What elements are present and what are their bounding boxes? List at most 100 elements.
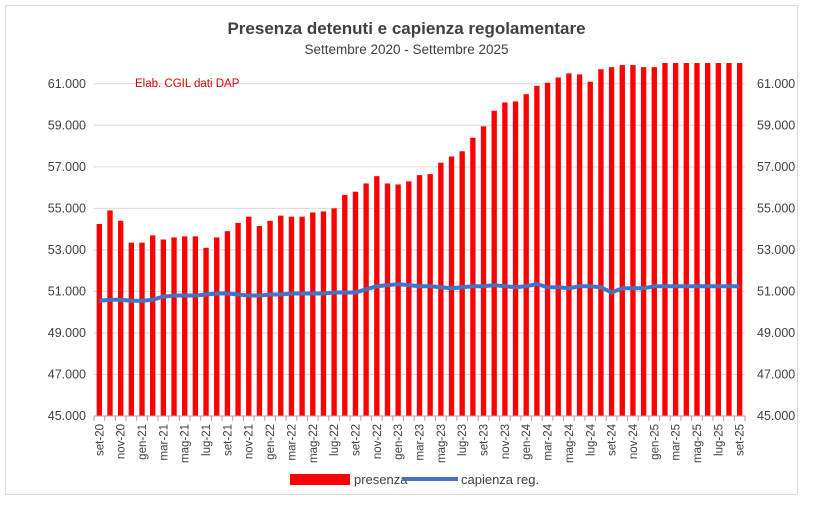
y-ticks-right: 45.000 47.000 49.000 51.000 53.000 55.000 57.0…: [757, 77, 795, 423]
bar-presenza: [576, 74, 583, 416]
bar-presenza: [534, 85, 540, 416]
bar-presenza: [214, 237, 220, 416]
bar-presenza: [395, 184, 401, 416]
bar-presenza: [310, 212, 316, 416]
x-tick-label: lug-23: [457, 424, 469, 456]
bar-presenza: [512, 101, 519, 416]
x-tick-label: mar-23: [415, 424, 427, 460]
bar-presenza: [224, 231, 231, 416]
bar-presenza: [363, 183, 369, 416]
x-tick-label: gen-24: [521, 423, 533, 459]
bar-presenza: [256, 226, 263, 416]
bar-presenza: [640, 67, 647, 416]
y-tick-label-left: 59.000: [48, 118, 86, 132]
bar-presenza: [118, 220, 124, 416]
bar-presenza: [320, 211, 327, 416]
bar-presenza: [459, 151, 465, 416]
bar-presenza: [715, 63, 721, 416]
x-tick-label: set-24: [607, 423, 619, 456]
y-tick-label-right: 51.000: [757, 284, 795, 298]
y-tick-label-left: 45.000: [48, 409, 86, 423]
line-capienza: [99, 282, 740, 303]
bar-presenza: [107, 210, 113, 416]
x-tick-label: lug-24: [585, 423, 597, 456]
bar-presenza: [587, 81, 593, 416]
x-tick-label: gen-23: [393, 424, 405, 460]
bar-presenza: [235, 222, 241, 416]
bar-presenza: [139, 242, 145, 416]
x-tick-label: set-22: [350, 424, 362, 456]
axes: [93, 415, 746, 421]
bar-presenza: [598, 69, 604, 417]
bar-presenza: [736, 63, 743, 416]
x-tick-label: mar-21: [158, 424, 170, 460]
x-tick-label: mag-23: [436, 424, 448, 463]
x-tick-label: gen-25: [649, 424, 661, 460]
x-tick-label: lug-21: [201, 424, 213, 456]
y-ticks-left: 45.000 47.000 49.000 51.000 53.000 55.000 57.0…: [48, 77, 86, 423]
x-tick-label: mag-21: [180, 424, 192, 463]
x-tick-label: mar-25: [671, 424, 683, 460]
y-tick-label-right: 55.000: [757, 201, 795, 215]
bar-presenza: [544, 82, 551, 416]
x-tick-label: lug-22: [329, 424, 341, 456]
y-tick-label-left: 51.000: [48, 284, 86, 298]
x-tick-label: nov-21: [244, 424, 256, 459]
bar-presenza: [438, 162, 444, 416]
y-tick-label-left: 49.000: [48, 326, 86, 340]
bar-presenza: [726, 63, 732, 416]
bar-presenza: [502, 102, 508, 416]
y-tick-label-right: 45.000: [757, 409, 795, 423]
x-tick-label: gen-21: [137, 424, 149, 460]
bar-presenza: [470, 137, 476, 417]
bar-presenza: [480, 126, 487, 417]
bar-presenza: [299, 216, 305, 416]
bar-presenza: [128, 242, 135, 416]
bar-presenza: [523, 94, 529, 416]
x-tick-label: set-23: [479, 424, 491, 456]
x-tick-label: mar-24: [543, 423, 555, 460]
chart-subtitle: Settembre 2020 - Settembre 2025: [304, 42, 509, 57]
bar-presenza: [374, 176, 380, 416]
x-tick-label: mar-22: [286, 424, 298, 460]
legend-label-presenza: presenza: [354, 472, 408, 487]
bar-presenza: [406, 181, 412, 416]
bar-presenza: [160, 239, 167, 416]
x-tick-label: lug-25: [713, 424, 725, 456]
bar-presenza: [267, 220, 273, 416]
bar-presenza: [416, 175, 423, 416]
x-tick-label: mag-24: [564, 423, 576, 463]
bar-presenza: [683, 63, 689, 416]
x-tick-label: nov-22: [372, 424, 384, 459]
bar-presenza: [555, 77, 561, 417]
y-tick-label-left: 47.000: [48, 367, 86, 381]
bar-presenza: [619, 65, 625, 416]
y-tick-label-left: 53.000: [48, 243, 86, 257]
bar-presenza: [288, 216, 295, 416]
y-tick-label-right: 49.000: [757, 326, 795, 340]
bar-presenza: [566, 73, 572, 416]
bar-presenza: [672, 63, 679, 416]
y-tick-label-right: 53.000: [757, 243, 795, 257]
x-tick-label: nov-20: [116, 424, 128, 459]
x-tick-label: nov-23: [500, 424, 512, 459]
legend-label-capienza: capienza reg.: [461, 472, 539, 487]
x-tick-label: mag-25: [692, 424, 704, 463]
bar-presenza: [342, 194, 348, 416]
legend-swatch-presenza: [290, 474, 350, 485]
y-tick-label-right: 61.000: [757, 77, 795, 91]
presenza-bars: [96, 63, 743, 417]
bar-presenza: [630, 65, 636, 416]
bar-presenza: [662, 63, 668, 416]
x-tick-label: nov-24: [628, 423, 640, 459]
bar-presenza: [96, 223, 103, 416]
bar-presenza: [491, 110, 497, 417]
x-ticks: set-20 nov-20 gen-21 mar-21 mag-21 lug-21 set-…: [94, 423, 746, 463]
y-tick-label-left: 57.000: [48, 160, 86, 174]
y-tick-label-right: 59.000: [757, 118, 795, 132]
bar-presenza: [150, 235, 156, 416]
bar-presenza: [182, 236, 188, 416]
bar-presenza: [246, 216, 252, 416]
y-tick-label-left: 61.000: [48, 77, 86, 91]
y-tick-label-right: 47.000: [757, 367, 795, 381]
